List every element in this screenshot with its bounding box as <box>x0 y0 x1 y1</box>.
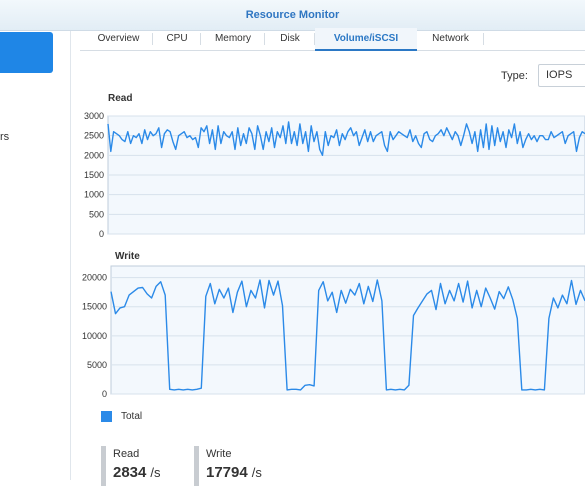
write-chart-title: Write <box>115 251 140 262</box>
write-plot-area <box>110 265 585 395</box>
read-y-tick-label: 1500 <box>84 170 104 180</box>
type-filter-select[interactable]: IOPS <box>538 64 585 87</box>
tab-disk[interactable]: Disk <box>265 28 315 50</box>
legend-swatch-total <box>101 411 112 422</box>
write-iops-chart: 20000 15000 10000 5000 0 <box>82 265 585 398</box>
write-y-tick-label: 20000 <box>82 273 107 283</box>
tab-overview[interactable]: Overview <box>84 28 153 50</box>
write-y-tick-label: 5000 <box>87 360 107 370</box>
legend-label-total: Total <box>121 411 143 422</box>
tab-cpu[interactable]: CPU <box>153 28 201 50</box>
write-y-tick-label: 15000 <box>82 302 107 312</box>
read-stat-unit: /s <box>150 465 161 480</box>
read-y-tick-label: 500 <box>89 209 104 219</box>
read-series-line <box>107 121 585 156</box>
write-stat-value: 17794 <box>206 464 248 481</box>
read-y-tick-label: 2000 <box>84 150 104 160</box>
sidebar-item-label-fragment[interactable]: rs <box>0 131 10 143</box>
write-stat-unit: /s <box>251 465 262 480</box>
window-title: Resource Monitor <box>245 9 340 21</box>
read-y-tick-label: 2500 <box>84 131 104 141</box>
write-stat-label: Write <box>206 448 232 460</box>
tab-bar: Overview CPU Memory Disk Volume/iSCSI Ne… <box>80 28 585 51</box>
write-series-line <box>110 279 585 391</box>
sidebar-item-active[interactable] <box>0 32 53 73</box>
read-stat-label: Read <box>113 448 140 460</box>
write-stat: Write 17794/s <box>194 446 262 486</box>
window-titlebar: Resource Monitor <box>0 0 585 31</box>
sidebar: rs <box>0 31 71 480</box>
type-filter-label: Type: <box>501 70 528 82</box>
read-y-tick-label: 0 <box>99 229 104 238</box>
read-iops-chart: 3000 2500 2000 1500 1000 500 0 <box>84 111 585 238</box>
read-y-tick-label: 3000 <box>84 111 104 121</box>
read-y-tick-label: 1000 <box>84 190 104 200</box>
write-y-tick-label: 0 <box>102 389 107 398</box>
tab-volume-iscsi[interactable]: Volume/iSCSI <box>315 28 417 51</box>
tab-memory[interactable]: Memory <box>201 28 265 50</box>
read-chart-title: Read <box>108 93 133 104</box>
read-stat: Read 2834/s <box>101 446 161 486</box>
read-stat-value: 2834 <box>113 464 147 481</box>
tab-network[interactable]: Network <box>417 28 484 50</box>
write-y-tick-label: 10000 <box>82 331 107 341</box>
